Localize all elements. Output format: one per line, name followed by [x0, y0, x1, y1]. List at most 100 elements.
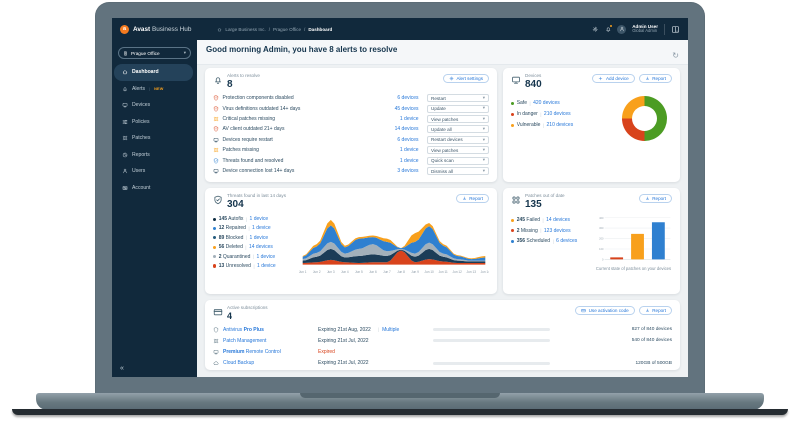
- user-role: Global Admin: [632, 28, 658, 34]
- alert-devices-link[interactable]: 1 device: [399, 147, 419, 154]
- sidebar-item-reports[interactable]: Reports: [114, 147, 193, 164]
- building-icon: [123, 51, 128, 56]
- legend-item: 56 Deleted | 14 devices: [213, 244, 299, 250]
- patches-legend: 245 Failed | 14 devices 2 Missing | 123 devic…: [511, 217, 595, 271]
- subscription-name-link[interactable]: Cloud Backup: [223, 360, 255, 367]
- legend-devices-link[interactable]: 1 device: [252, 225, 271, 232]
- subscriptions-list: Antivirus Pro Plus Expiring 21st Aug, 20…: [213, 324, 672, 369]
- usage-text: 540 of 840 devices: [631, 338, 672, 344]
- legend-dot: [213, 264, 217, 268]
- legend-dot: [511, 239, 515, 243]
- sidebar-item-dashboard[interactable]: Dashboard: [114, 64, 193, 81]
- legend-dot: [213, 226, 217, 231]
- alert-settings-button[interactable]: Alert settings: [442, 74, 489, 83]
- legend-devices-link[interactable]: 14 devices: [248, 244, 273, 251]
- gear-icon: [449, 76, 454, 81]
- shield-alert-icon: [213, 106, 219, 112]
- card-label: Active subscriptions: [227, 305, 268, 310]
- avatar[interactable]: [617, 24, 627, 34]
- svg-text:0: 0: [602, 257, 604, 261]
- sidebar-item-users[interactable]: Users: [114, 163, 193, 180]
- alert-devices-link[interactable]: 6 devices: [397, 95, 419, 102]
- legend-devices-link[interactable]: 210 devices: [543, 111, 571, 118]
- user-menu[interactable]: Admin User Global Admin: [632, 24, 658, 34]
- threats-card: Threats found in last 14 days 304 Report…: [205, 188, 497, 294]
- chevron-down-icon: ▾: [482, 157, 485, 163]
- office-selector-label: Prague Office: [131, 50, 160, 56]
- legend-item: In danger | 210 devices: [511, 111, 573, 117]
- legend-devices-link[interactable]: 420 devices: [533, 100, 560, 107]
- legend-devices-link[interactable]: 1 device: [256, 253, 276, 260]
- alert-action-select[interactable]: Restart ▾: [427, 94, 489, 103]
- refresh-icon[interactable]: ↻: [672, 51, 679, 60]
- svg-text:Jun 12: Jun 12: [453, 270, 463, 274]
- svg-text:Jun 14: Jun 14: [481, 270, 489, 274]
- sliders-icon: [122, 119, 128, 125]
- sidebar-item-alerts[interactable]: Alerts | NEW: [114, 81, 193, 98]
- subscription-name-link[interactable]: Patch Management: [223, 337, 267, 344]
- sidebar-item-devices[interactable]: Devices: [114, 97, 193, 114]
- alert-row: Virus definitions outdated 14+ days 45 d…: [213, 103, 489, 113]
- download-icon: [645, 308, 650, 313]
- alert-devices-link[interactable]: 45 devices: [394, 105, 419, 112]
- office-selector[interactable]: Prague Office ▾: [118, 47, 191, 59]
- add-device-button[interactable]: Add device: [592, 74, 635, 83]
- account-card-icon: [122, 185, 128, 191]
- brand-title: Avast Business Hub: [133, 25, 192, 33]
- alert-action-select[interactable]: View patches ▾: [427, 115, 489, 124]
- alert-action-select[interactable]: Restart devices ▾: [427, 135, 489, 144]
- svg-text:Jun 8: Jun 8: [397, 270, 405, 274]
- alert-action-select[interactable]: Update ▾: [427, 104, 489, 113]
- alert-devices-link[interactable]: 1 device: [399, 116, 419, 123]
- devices-donut-chart: [622, 96, 667, 142]
- patch-icon: [122, 135, 128, 141]
- svg-text:Jun 2: Jun 2: [313, 270, 321, 274]
- subscription-row: Antivirus Pro Plus Expiring 21st Aug, 20…: [213, 324, 672, 335]
- alert-devices-link[interactable]: 3 devices: [397, 168, 419, 175]
- sidebar-collapse-icon[interactable]: «: [120, 365, 124, 372]
- report-button[interactable]: Report: [638, 74, 672, 83]
- alert-action-select[interactable]: View patches ▾: [427, 146, 489, 155]
- notification-badge: [609, 24, 613, 28]
- report-button[interactable]: Report: [455, 194, 489, 203]
- sidebar-item-account[interactable]: Account: [114, 180, 193, 197]
- legend-devices-link[interactable]: 1 device: [249, 216, 269, 223]
- alert-action-select[interactable]: Update all ▾: [427, 125, 489, 134]
- gear-icon[interactable]: [592, 26, 599, 33]
- legend-devices-link[interactable]: 6 devices: [556, 238, 578, 245]
- usage-progress-bar: [433, 361, 550, 365]
- subscription-name-link[interactable]: Premium Remote Control: [223, 349, 281, 356]
- report-button[interactable]: Report: [638, 194, 672, 203]
- usage-progress-bar: [433, 328, 550, 332]
- legend-dot: [213, 217, 217, 221]
- report-button[interactable]: Report: [638, 306, 672, 315]
- use-activation-code-button[interactable]: Use activation code: [575, 306, 635, 315]
- alert-action-select[interactable]: Dismiss all ▾: [427, 167, 489, 176]
- chart-caption: Current state of patches on your devices: [595, 266, 672, 272]
- shield-icon: [213, 327, 219, 333]
- subscription-name-link[interactable]: Antivirus Pro Plus: [223, 326, 264, 333]
- breadcrumb-item[interactable]: Prague Office: [273, 26, 302, 32]
- legend-devices-link[interactable]: 210 devices: [546, 122, 574, 129]
- notifications-button[interactable]: [605, 24, 613, 33]
- alert-devices-link[interactable]: 1 device: [399, 157, 419, 164]
- sidebar-item-patches[interactable]: Patches: [114, 130, 193, 147]
- patch-icon: [213, 147, 219, 153]
- breadcrumb-item[interactable]: Large Business Inc.: [225, 26, 266, 32]
- user-name: Admin User: [632, 23, 658, 29]
- legend-devices-link[interactable]: 123 devices: [543, 227, 571, 234]
- download-icon: [645, 76, 650, 81]
- legend-devices-link[interactable]: 1 device: [249, 234, 269, 241]
- usage-text: 827 of 840 devices: [631, 327, 672, 333]
- legend-devices-link[interactable]: 14 devices: [546, 217, 571, 224]
- chevron-down-icon: ▾: [482, 115, 485, 121]
- sidebar-item-policies[interactable]: Policies: [114, 114, 193, 131]
- home-icon[interactable]: [217, 27, 222, 32]
- alert-devices-link[interactable]: 14 devices: [394, 126, 419, 133]
- multiple-link[interactable]: Multiple: [382, 326, 400, 333]
- console-switcher-icon[interactable]: [671, 25, 680, 34]
- legend-devices-link[interactable]: 1 device: [257, 263, 276, 270]
- alert-devices-link[interactable]: 6 devices: [397, 136, 419, 143]
- alert-action-select[interactable]: Quick scan ▾: [427, 156, 489, 165]
- main-content: Good morning Admin, you have 8 alerts to…: [197, 40, 688, 377]
